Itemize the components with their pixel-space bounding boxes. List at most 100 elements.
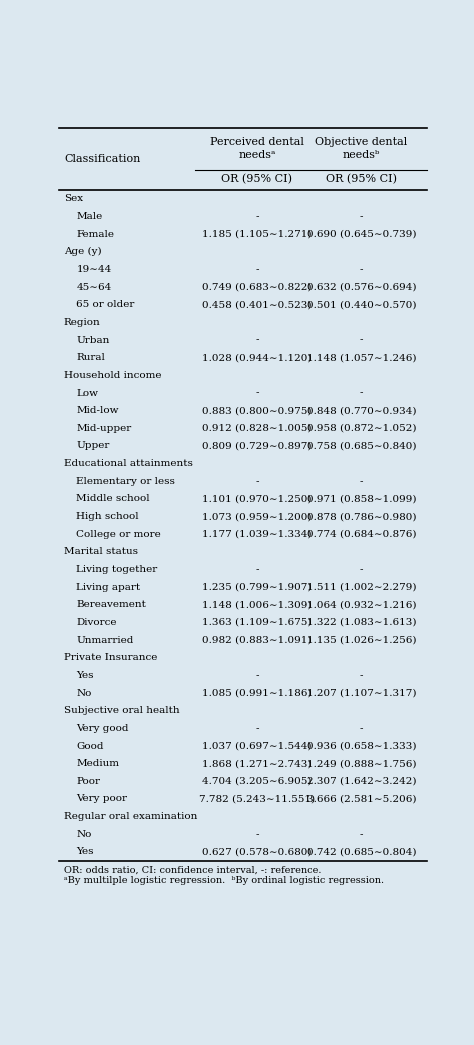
Text: Living together: Living together — [76, 565, 157, 574]
Text: 1.135 (1.026∼1.256): 1.135 (1.026∼1.256) — [307, 635, 416, 645]
Text: Objective dental
needsᵇ: Objective dental needsᵇ — [315, 137, 408, 160]
Text: -: - — [255, 724, 259, 733]
Text: No: No — [76, 830, 91, 839]
Text: -: - — [255, 335, 259, 345]
Text: 3.666 (2.581∼5.206): 3.666 (2.581∼5.206) — [307, 794, 416, 804]
Text: Divorce: Divorce — [76, 618, 117, 627]
Text: Sex: Sex — [64, 194, 83, 204]
Text: -: - — [360, 830, 363, 839]
Text: 0.774 (0.684∼0.876): 0.774 (0.684∼0.876) — [307, 530, 416, 539]
Text: -: - — [255, 830, 259, 839]
Text: 45∼64: 45∼64 — [76, 282, 111, 292]
Text: Female: Female — [76, 230, 114, 238]
Text: 1.085 (0.991∼1.186): 1.085 (0.991∼1.186) — [202, 689, 311, 698]
Text: -: - — [360, 265, 363, 274]
Text: -: - — [255, 477, 259, 486]
Text: -: - — [360, 335, 363, 345]
Text: Mid-upper: Mid-upper — [76, 424, 132, 433]
Text: Classification: Classification — [64, 155, 140, 164]
Text: Age (y): Age (y) — [64, 248, 101, 256]
Text: Living apart: Living apart — [76, 583, 140, 591]
Text: Urban: Urban — [76, 335, 109, 345]
Text: 0.878 (0.786∼0.980): 0.878 (0.786∼0.980) — [307, 512, 416, 521]
Text: -: - — [255, 565, 259, 574]
Text: 1.207 (1.107∼1.317): 1.207 (1.107∼1.317) — [307, 689, 416, 698]
Text: Middle school: Middle school — [76, 494, 150, 504]
Text: Subjective oral health: Subjective oral health — [64, 706, 180, 715]
Text: High school: High school — [76, 512, 139, 521]
Text: 1.101 (0.970∼1.250): 1.101 (0.970∼1.250) — [202, 494, 311, 504]
Text: 1.064 (0.932∼1.216): 1.064 (0.932∼1.216) — [307, 600, 416, 609]
Text: 4.704 (3.205∼6.905): 4.704 (3.205∼6.905) — [202, 776, 311, 786]
Text: Yes: Yes — [76, 847, 94, 857]
Text: OR (95% CI): OR (95% CI) — [326, 175, 397, 185]
Text: 0.758 (0.685∼0.840): 0.758 (0.685∼0.840) — [307, 441, 416, 450]
Text: Very poor: Very poor — [76, 794, 128, 804]
Text: -: - — [360, 477, 363, 486]
Text: 65 or older: 65 or older — [76, 300, 135, 309]
Text: 0.690 (0.645∼0.739): 0.690 (0.645∼0.739) — [307, 230, 416, 238]
Text: -: - — [360, 671, 363, 680]
Text: ᵃBy multilple logistic regression.  ᵇBy ordinal logistic regression.: ᵃBy multilple logistic regression. ᵇBy o… — [64, 877, 384, 885]
Text: 1.037 (0.697∼1.544): 1.037 (0.697∼1.544) — [202, 742, 311, 750]
Text: 1.868 (1.271∼2.743): 1.868 (1.271∼2.743) — [202, 759, 311, 768]
Text: Male: Male — [76, 212, 102, 222]
Text: 0.848 (0.770∼0.934): 0.848 (0.770∼0.934) — [307, 407, 416, 415]
Text: -: - — [360, 565, 363, 574]
Text: 1.185 (1.105∼1.271): 1.185 (1.105∼1.271) — [202, 230, 311, 238]
Text: Household income: Household income — [64, 371, 162, 380]
Text: 1.148 (1.057∼1.246): 1.148 (1.057∼1.246) — [307, 353, 416, 363]
Text: -: - — [255, 671, 259, 680]
Text: Perceived dental
needsᵃ: Perceived dental needsᵃ — [210, 137, 304, 160]
Text: 0.809 (0.729∼0.897): 0.809 (0.729∼0.897) — [202, 441, 311, 450]
Text: Rural: Rural — [76, 353, 105, 363]
Text: 0.632 (0.576∼0.694): 0.632 (0.576∼0.694) — [307, 282, 416, 292]
Text: -: - — [255, 389, 259, 397]
Text: Poor: Poor — [76, 776, 100, 786]
Text: Very good: Very good — [76, 724, 129, 733]
Text: 0.627 (0.578∼0.680): 0.627 (0.578∼0.680) — [202, 847, 311, 857]
Text: 1.148 (1.006∼1.309): 1.148 (1.006∼1.309) — [202, 600, 311, 609]
Text: Unmarried: Unmarried — [76, 635, 134, 645]
Text: 0.501 (0.440∼0.570): 0.501 (0.440∼0.570) — [307, 300, 416, 309]
Text: Private Insurance: Private Insurance — [64, 653, 157, 663]
Text: No: No — [76, 689, 91, 698]
Text: -: - — [360, 389, 363, 397]
Text: Medium: Medium — [76, 759, 119, 768]
Text: Bereavement: Bereavement — [76, 600, 146, 609]
Text: Elementary or less: Elementary or less — [76, 477, 175, 486]
Text: 0.742 (0.685∼0.804): 0.742 (0.685∼0.804) — [307, 847, 416, 857]
Text: 0.936 (0.658∼1.333): 0.936 (0.658∼1.333) — [307, 742, 416, 750]
Text: 1.511 (1.002∼2.279): 1.511 (1.002∼2.279) — [307, 583, 416, 591]
Text: 0.458 (0.401∼0.523): 0.458 (0.401∼0.523) — [202, 300, 311, 309]
Text: Low: Low — [76, 389, 98, 397]
Text: Region: Region — [64, 318, 100, 327]
Text: 1.363 (1.109∼1.675): 1.363 (1.109∼1.675) — [202, 618, 311, 627]
Text: 1.028 (0.944∼1.120): 1.028 (0.944∼1.120) — [202, 353, 311, 363]
Text: -: - — [255, 212, 259, 222]
Text: Regular oral examination: Regular oral examination — [64, 812, 197, 821]
Text: 0.912 (0.828∼1.005): 0.912 (0.828∼1.005) — [202, 424, 311, 433]
Text: 2.307 (1.642∼3.242): 2.307 (1.642∼3.242) — [307, 776, 416, 786]
Text: Upper: Upper — [76, 441, 109, 450]
Text: -: - — [255, 265, 259, 274]
Text: -: - — [360, 724, 363, 733]
Text: 0.749 (0.683∼0.822): 0.749 (0.683∼0.822) — [202, 282, 311, 292]
Text: Marital status: Marital status — [64, 548, 138, 556]
Text: 0.971 (0.858∼1.099): 0.971 (0.858∼1.099) — [307, 494, 416, 504]
Text: 1.322 (1.083∼1.613): 1.322 (1.083∼1.613) — [307, 618, 416, 627]
Text: OR (95% CI): OR (95% CI) — [221, 175, 292, 185]
Text: College or more: College or more — [76, 530, 161, 539]
Text: 7.782 (5.243∼11.551): 7.782 (5.243∼11.551) — [199, 794, 315, 804]
Text: OR: odds ratio, CI: confidence interval, -: reference.: OR: odds ratio, CI: confidence interval,… — [64, 865, 321, 875]
Text: 1.249 (0.888∼1.756): 1.249 (0.888∼1.756) — [307, 759, 416, 768]
Text: 1.177 (1.039∼1.334): 1.177 (1.039∼1.334) — [202, 530, 311, 539]
Text: 0.883 (0.800∼0.975): 0.883 (0.800∼0.975) — [202, 407, 311, 415]
Text: Yes: Yes — [76, 671, 94, 680]
Text: -: - — [360, 212, 363, 222]
Text: 0.958 (0.872∼1.052): 0.958 (0.872∼1.052) — [307, 424, 416, 433]
Text: Educational attainments: Educational attainments — [64, 459, 193, 468]
Text: 0.982 (0.883∼1.091): 0.982 (0.883∼1.091) — [202, 635, 311, 645]
Text: 1.235 (0.799∼1.907): 1.235 (0.799∼1.907) — [202, 583, 311, 591]
Text: Good: Good — [76, 742, 104, 750]
